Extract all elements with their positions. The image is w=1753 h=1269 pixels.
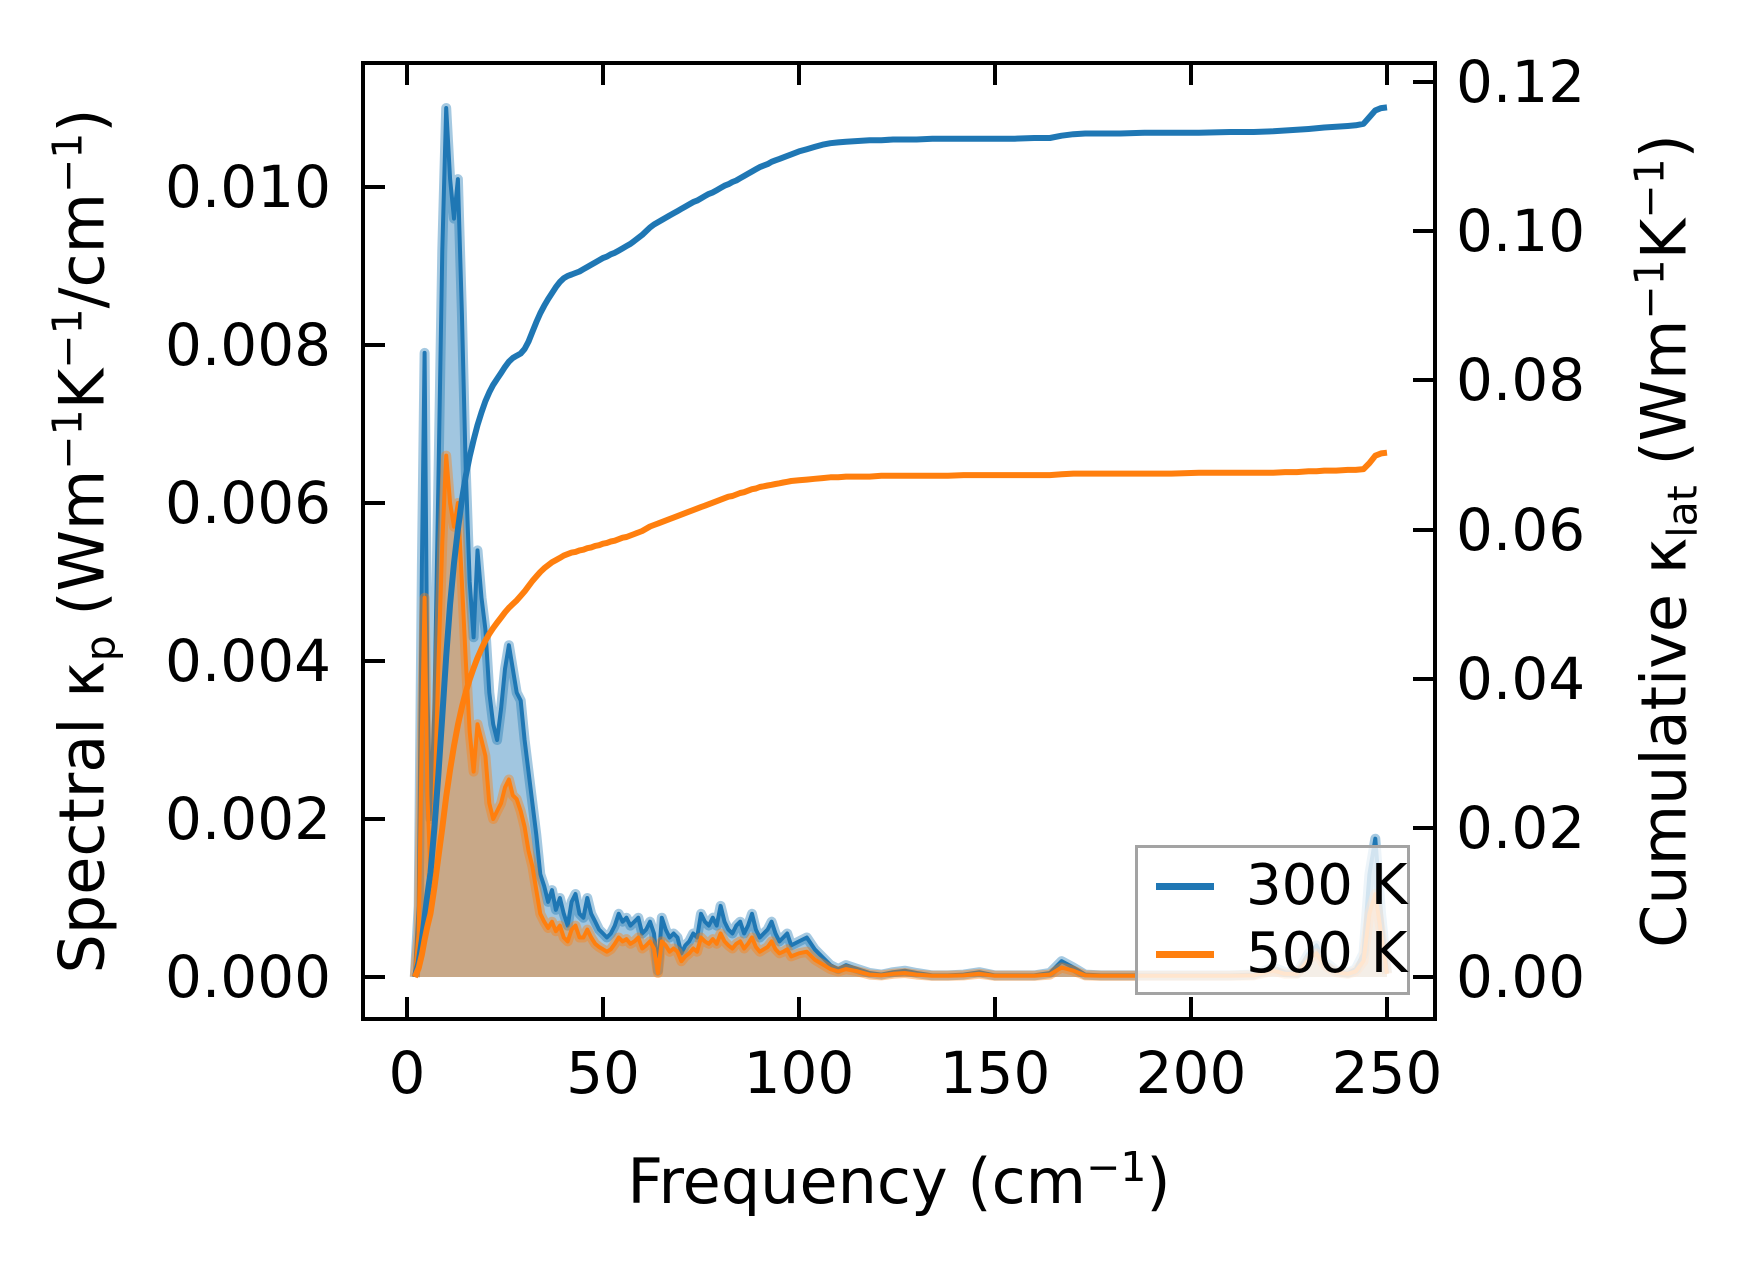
x-tick-label: 200 [1135, 1039, 1247, 1107]
y-tick-label-right: 0.12 [1456, 48, 1586, 117]
x-tick-label: 0 [388, 1039, 426, 1107]
y-tick-label-left: 0.000 [164, 942, 331, 1011]
x-tick-label: 250 [1331, 1039, 1443, 1107]
y-tick-label-right: 0.00 [1456, 942, 1586, 1011]
y-tick-label-right: 0.04 [1456, 644, 1586, 713]
x-tick-top [1385, 65, 1390, 85]
y-tick-label-right: 0.02 [1456, 793, 1586, 862]
y-tick-right [1413, 974, 1433, 979]
legend-line-500K-icon [1156, 950, 1214, 958]
y-tick-left [365, 185, 385, 190]
y-tick-left [365, 974, 385, 979]
y-tick-right [1413, 80, 1433, 85]
x-tick-bottom [796, 997, 801, 1017]
y-axis-label-right: Cumulative κlat (Wm−1K−1) [1625, 134, 1707, 948]
area-500-k-spectral [414, 455, 1387, 978]
legend-row-300K: 300 K [1138, 852, 1407, 920]
y-tick-right [1413, 229, 1433, 234]
x-tick-top [1189, 65, 1193, 85]
y-tick-left [365, 343, 385, 347]
x-tick-label: 100 [743, 1039, 855, 1107]
x-tick-label: 50 [566, 1039, 640, 1107]
legend-line-300K-icon [1156, 882, 1214, 890]
x-tick-top [993, 65, 997, 85]
x-tick-top [600, 65, 605, 85]
x-tick-top [404, 65, 409, 85]
legend-label-500K: 500 K [1246, 921, 1408, 986]
y-tick-label-right: 0.08 [1456, 346, 1586, 415]
y-tick-label-left: 0.008 [164, 311, 331, 379]
y-tick-right [1413, 825, 1433, 830]
x-tick-bottom [1189, 997, 1193, 1017]
plot-area [409, 103, 1392, 981]
line-500-k-spectral [412, 453, 1389, 978]
x-tick-bottom [600, 997, 605, 1017]
y-tick-right [1413, 378, 1433, 383]
x-tick-bottom [404, 997, 409, 1017]
x-tick-label: 150 [939, 1039, 1051, 1107]
y-tick-left [365, 816, 385, 821]
line-300-k-cumulative [411, 104, 1388, 978]
y-tick-right [1413, 527, 1433, 532]
legend-row-500K: 500 K [1138, 920, 1407, 988]
legend: 300 K 500 K [1135, 845, 1410, 995]
x-tick-top [796, 65, 801, 85]
y-tick-label-left: 0.002 [164, 784, 331, 853]
y-tick-label-right: 0.10 [1456, 197, 1586, 266]
x-tick-bottom [993, 997, 997, 1017]
y-tick-label-left: 0.010 [164, 153, 331, 222]
y-tick-label-right: 0.06 [1456, 495, 1586, 564]
area-300-k-spectral [414, 108, 1387, 977]
x-axis-label: Frequency (cm−1) [627, 1142, 1171, 1218]
y-tick-left [365, 501, 385, 505]
y-tick-label-left: 0.004 [164, 626, 331, 695]
legend-label-300K: 300 K [1246, 853, 1408, 918]
line-300-k-spectral [412, 106, 1389, 978]
y-tick-label-left: 0.006 [164, 469, 331, 537]
x-tick-bottom [1385, 997, 1390, 1017]
y-tick-left [365, 658, 385, 663]
y-tick-right [1413, 676, 1433, 681]
line-500-k-cumulative [412, 449, 1388, 979]
